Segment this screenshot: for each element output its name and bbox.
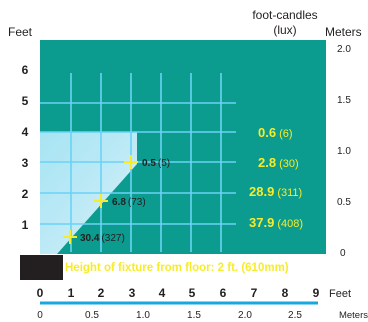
bottom-feet-tick: 3 — [129, 286, 136, 300]
light-fixture — [20, 255, 63, 280]
bottom-meter-tick: 2.0 — [238, 310, 252, 321]
bottom-feet-tick: 0 — [37, 286, 44, 300]
bottom-meter-tick: 0 — [37, 310, 43, 321]
fixture-height-caption: Height of fixture from floor: 2 ft. (610… — [65, 262, 289, 274]
meters-axis-label: Meters — [325, 25, 362, 39]
left-tick: 1 — [22, 218, 29, 232]
left-tick: 6 — [22, 63, 29, 77]
bottom-feet-tick: 7 — [251, 286, 258, 300]
legend-reading: 28.9 (311) — [249, 184, 302, 199]
foot-candles-label: foot-candles — [252, 8, 317, 22]
bottom-meter-tick: 1.0 — [136, 310, 150, 321]
right-tick: 0.5 — [337, 197, 351, 208]
right-tick: 0 — [340, 248, 346, 259]
right-tick: 2.0 — [337, 44, 351, 55]
right-tick: 1.0 — [337, 146, 351, 157]
left-tick: 3 — [22, 156, 29, 170]
bottom-feet-tick: 5 — [189, 286, 196, 300]
bottom-feet-tick: 2 — [98, 286, 105, 300]
bottom-feet-tick: 1 — [68, 286, 75, 300]
right-tick: 1.5 — [337, 95, 351, 106]
spot-markers — [63, 155, 138, 244]
legend-reading: 2.8 (30) — [258, 155, 299, 170]
grid-lines — [40, 73, 236, 252]
spot-reading-label: 30.4 (327) — [80, 233, 125, 244]
bottom-meter-tick: 1.5 — [187, 310, 201, 321]
spot-reading-label: 0.5 (5) — [142, 158, 170, 169]
legend-reading: 37.9 (408) — [249, 215, 303, 230]
bottom-feet-tick: 4 — [159, 286, 166, 300]
lux-label: (lux) — [273, 23, 296, 37]
legend-reading: 0.6 (6) — [258, 125, 293, 140]
bottom-meters-label: Meters — [339, 310, 368, 321]
bottom-feet-tick: 6 — [220, 286, 227, 300]
bottom-feet-label: Feet — [329, 288, 351, 300]
feet-axis-label: Feet — [8, 25, 33, 39]
bottom-feet-tick: 8 — [282, 286, 289, 300]
left-tick: 2 — [22, 187, 29, 201]
spot-reading-label: 6.8 (73) — [112, 197, 146, 208]
left-tick: 4 — [22, 125, 29, 139]
left-tick: 5 — [22, 94, 29, 108]
bottom-meter-tick: 0.5 — [85, 310, 99, 321]
bottom-feet-tick: 9 — [313, 286, 320, 300]
bottom-meter-tick: 2.5 — [288, 310, 302, 321]
